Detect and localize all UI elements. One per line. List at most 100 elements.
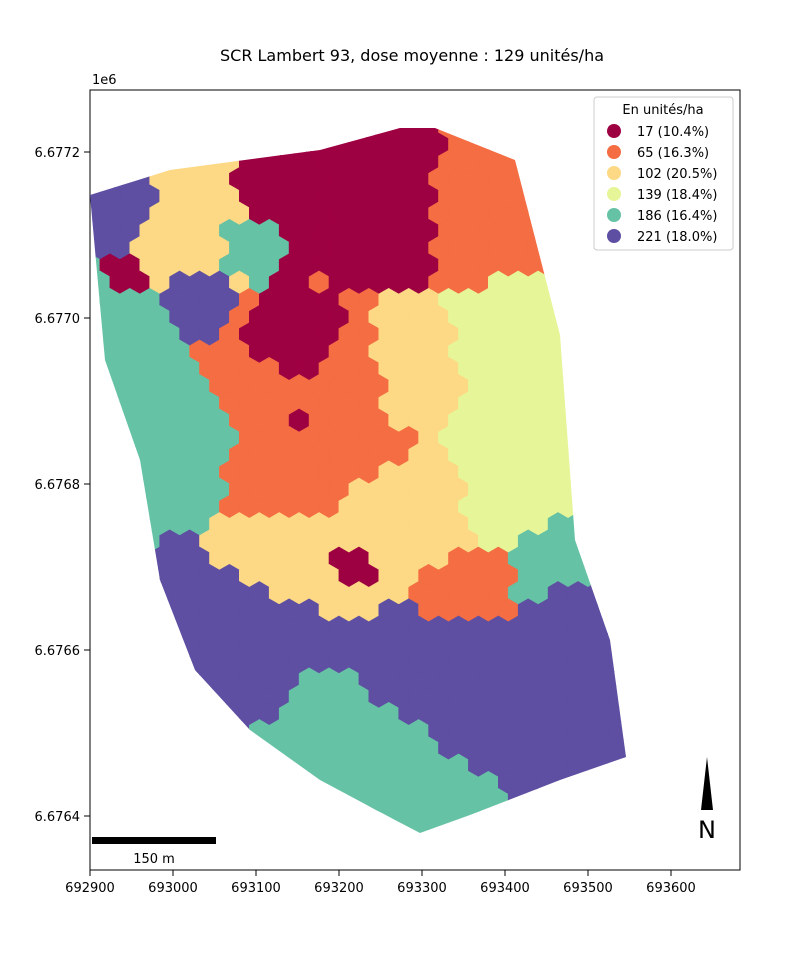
hex-cell — [159, 667, 180, 692]
hex-cell — [628, 651, 648, 674]
hex-cell — [129, 615, 150, 640]
hex-cell — [587, 546, 609, 571]
hex-cell — [219, 128, 240, 140]
hex-cell — [149, 788, 170, 812]
hex-cell — [577, 425, 599, 450]
hex-cell — [587, 512, 609, 536]
hex-cell — [409, 99, 429, 122]
x-tick-label: 693400 — [480, 881, 530, 896]
hex-cell — [607, 305, 626, 329]
hex-cell — [109, 788, 131, 812]
hex-cell — [628, 375, 648, 398]
hex-cell — [229, 788, 250, 812]
hex-cell — [547, 201, 569, 226]
hex-cell — [487, 822, 509, 833]
hex-cell — [239, 736, 260, 761]
hex-cell — [567, 201, 589, 226]
plot-frame — [89, 89, 741, 871]
hex-cell — [139, 736, 160, 761]
hex-cell — [189, 788, 210, 812]
hex-cell — [557, 128, 579, 140]
legend-label: 186 (16.4%) — [637, 209, 717, 224]
hex-cell — [497, 128, 519, 140]
hex-cell — [628, 616, 648, 639]
hex-cell — [199, 736, 220, 761]
north-arrow: N — [698, 757, 716, 844]
hex-cell — [209, 719, 230, 743]
hex-cell — [567, 236, 589, 260]
legend-swatch — [607, 124, 621, 138]
hex-cell — [617, 425, 626, 450]
hex-cell — [298, 128, 320, 140]
hex-cell — [119, 701, 141, 726]
hex-cell — [547, 236, 569, 260]
x-tick-label: 693600 — [646, 881, 696, 896]
hex-cell — [129, 788, 150, 812]
hex-cell — [527, 167, 549, 191]
hex-cell — [159, 736, 180, 761]
hex-cell — [90, 236, 91, 260]
hex-cell — [597, 494, 619, 519]
hex-cell — [149, 615, 170, 640]
hex-cell — [109, 719, 131, 743]
hex-cell — [617, 460, 626, 485]
hex-cell — [139, 563, 160, 588]
x-tick-label: 693200 — [314, 881, 364, 896]
hex-cell — [179, 770, 200, 795]
hex-cell — [179, 701, 200, 726]
hex-cell — [628, 478, 648, 501]
hex-cell — [628, 271, 648, 294]
hex-cell — [239, 770, 260, 795]
hex-cell — [607, 443, 626, 467]
hex-cell — [169, 788, 190, 812]
hex-cell — [219, 805, 240, 830]
hex-cell — [159, 770, 180, 795]
hex-cell — [99, 149, 121, 174]
hex-cell — [119, 736, 141, 761]
hex-cell — [617, 598, 626, 623]
hex-cell — [119, 460, 141, 485]
hex-cell — [149, 719, 170, 743]
hex-cell — [130, 99, 150, 122]
hex-cell — [617, 529, 626, 554]
hex-cell — [129, 512, 150, 536]
hex-cell — [617, 563, 626, 588]
hex-cell — [90, 512, 111, 536]
hex-cell — [189, 753, 210, 778]
hex-cell — [478, 128, 499, 140]
hex-cell — [170, 99, 190, 122]
hex-cell — [90, 581, 91, 605]
hex-cell — [557, 253, 579, 278]
x-tick-label: 692900 — [65, 881, 115, 896]
hex-cell — [537, 184, 559, 209]
hex-cell — [577, 529, 599, 554]
hex-cell — [587, 408, 609, 433]
hex-cell — [528, 99, 548, 122]
hex-cell — [139, 805, 160, 830]
legend-entry: 186 (16.4%) — [607, 208, 717, 224]
hex-cell — [388, 822, 410, 833]
hex-cell — [109, 132, 131, 157]
legend-entry: 139 (18.4%) — [607, 187, 717, 203]
hex-cell — [587, 822, 609, 833]
hex-cell — [149, 684, 170, 709]
hex-cell — [617, 805, 626, 830]
hex-cell — [537, 805, 559, 830]
hex-cell — [90, 443, 111, 467]
hex-cell — [597, 391, 619, 416]
hex-cell — [288, 788, 310, 812]
hex-cell — [628, 513, 648, 536]
hex-cell — [90, 650, 111, 674]
hex-cell — [547, 788, 569, 812]
legend-swatch — [607, 187, 621, 201]
hex-cell — [567, 339, 589, 364]
hex-cell — [249, 753, 270, 778]
hex-cell — [169, 650, 190, 674]
hex-cell — [318, 128, 340, 140]
hex-cell — [617, 391, 626, 416]
hex-cell — [239, 128, 260, 140]
y-offset-label: 1e6 — [92, 73, 117, 88]
hex-cell — [109, 581, 131, 605]
hex-cell — [507, 822, 529, 833]
hex-cell — [129, 753, 150, 778]
